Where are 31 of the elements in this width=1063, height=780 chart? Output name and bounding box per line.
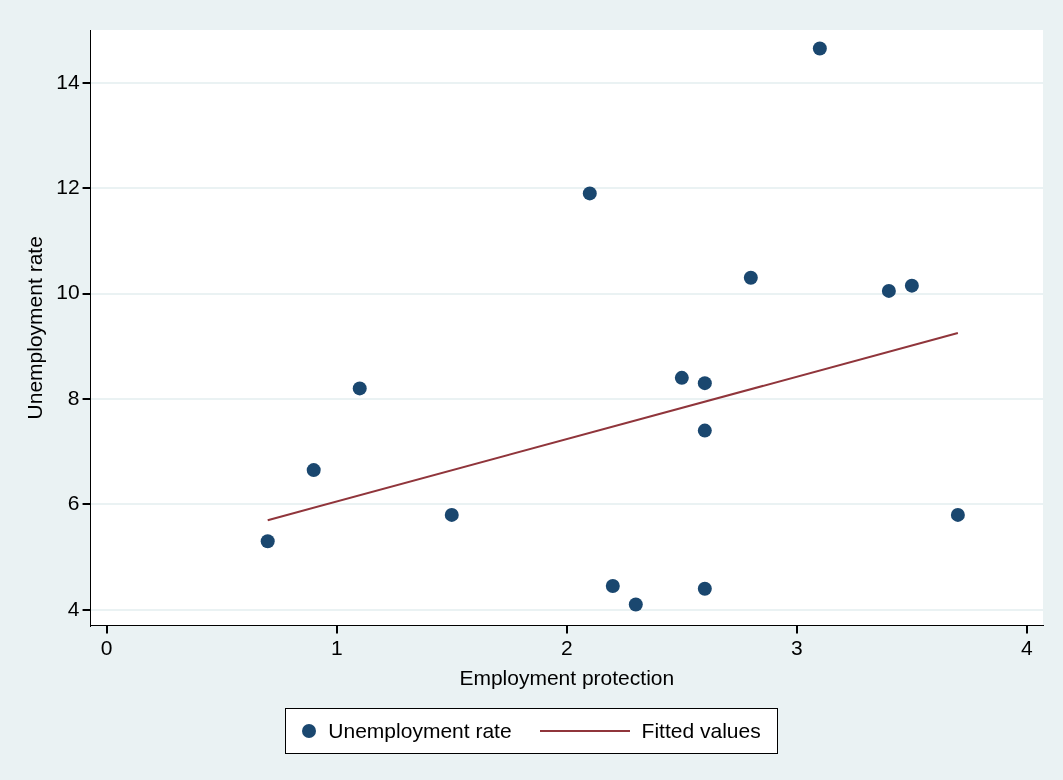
point	[628, 597, 643, 612]
point	[260, 534, 275, 549]
point	[904, 278, 919, 293]
point	[444, 507, 459, 522]
legend-label: Unemployment rate	[328, 719, 512, 743]
point	[812, 41, 827, 56]
x-tick-label: 0	[100, 636, 113, 659]
point	[306, 463, 321, 478]
point	[605, 579, 620, 594]
y-tick-label: 12	[56, 174, 80, 198]
x-tick-label: 1	[330, 636, 343, 659]
point	[697, 423, 712, 438]
y-tick-label: 4	[67, 596, 80, 620]
y-tick-label: 10	[56, 280, 80, 304]
y-axis-title: Unemployment rate	[23, 236, 47, 420]
legend-label: Fitted values	[641, 719, 761, 743]
y-tick-label: 14	[56, 69, 80, 93]
x-tick-label: 2	[560, 636, 573, 659]
point	[582, 186, 597, 201]
point	[697, 376, 712, 391]
x-axis-title: Employment protection	[459, 666, 675, 690]
point	[950, 507, 965, 522]
point	[881, 283, 896, 298]
point	[697, 581, 712, 596]
point	[674, 370, 689, 385]
point	[743, 270, 758, 285]
y-tick-label: 8	[67, 385, 80, 409]
point	[352, 381, 367, 396]
y-tick-label: 6	[67, 491, 80, 515]
x-tick-label: 3	[790, 636, 803, 659]
x-tick-label: 4	[1021, 636, 1034, 659]
